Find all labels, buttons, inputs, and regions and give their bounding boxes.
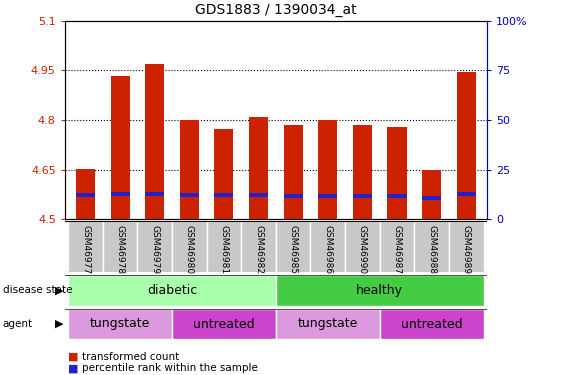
Bar <box>76 169 95 219</box>
Text: percentile rank within the sample: percentile rank within the sample <box>82 363 257 373</box>
Bar <box>318 120 337 219</box>
Bar <box>207 221 242 272</box>
Bar <box>353 124 372 219</box>
Bar <box>145 192 164 195</box>
Text: tungstate: tungstate <box>90 318 150 330</box>
Bar <box>110 192 129 195</box>
Bar <box>137 221 172 272</box>
Bar <box>457 72 476 219</box>
Text: GSM46982: GSM46982 <box>254 225 263 274</box>
Text: GSM46990: GSM46990 <box>358 225 367 274</box>
Text: agent: agent <box>3 319 33 329</box>
Text: ▶: ▶ <box>55 319 64 329</box>
Bar <box>172 221 207 272</box>
Bar <box>145 64 164 219</box>
Bar <box>387 194 406 198</box>
Text: healthy: healthy <box>356 284 403 297</box>
Bar <box>422 170 441 219</box>
Bar <box>318 194 337 198</box>
Bar <box>422 195 441 200</box>
Title: GDS1883 / 1390034_at: GDS1883 / 1390034_at <box>195 3 357 17</box>
Bar <box>457 192 476 195</box>
Text: GSM46977: GSM46977 <box>81 225 90 274</box>
Bar <box>68 309 172 339</box>
Bar <box>103 221 137 272</box>
Bar <box>276 309 379 339</box>
Text: untreated: untreated <box>193 318 255 330</box>
Text: GSM46980: GSM46980 <box>185 225 194 274</box>
Bar <box>172 309 276 339</box>
Bar <box>414 221 449 272</box>
Bar <box>284 194 303 198</box>
Text: GSM46988: GSM46988 <box>427 225 436 274</box>
Text: GSM46981: GSM46981 <box>220 225 229 274</box>
Text: ▶: ▶ <box>55 285 64 295</box>
Text: GSM46989: GSM46989 <box>462 225 471 274</box>
Bar <box>68 221 103 272</box>
Bar <box>110 76 129 219</box>
Bar <box>276 275 484 306</box>
Bar <box>215 129 234 219</box>
Text: GSM46986: GSM46986 <box>323 225 332 274</box>
Bar <box>249 117 268 219</box>
Bar <box>242 221 276 272</box>
Text: ■: ■ <box>68 363 78 373</box>
Bar <box>310 221 345 272</box>
Bar <box>449 221 484 272</box>
Bar <box>379 221 414 272</box>
Text: GSM46979: GSM46979 <box>150 225 159 274</box>
Bar <box>379 309 484 339</box>
Bar <box>68 275 276 306</box>
Text: disease state: disease state <box>3 285 72 295</box>
Bar <box>180 120 199 219</box>
Text: GSM46978: GSM46978 <box>115 225 124 274</box>
Text: untreated: untreated <box>401 318 462 330</box>
Bar <box>76 193 95 197</box>
Bar <box>345 221 379 272</box>
Bar <box>249 193 268 197</box>
Text: ■: ■ <box>68 352 78 362</box>
Text: GSM46987: GSM46987 <box>392 225 401 274</box>
Text: diabetic: diabetic <box>147 284 197 297</box>
Bar <box>215 193 234 197</box>
Bar <box>387 127 406 219</box>
Text: tungstate: tungstate <box>298 318 358 330</box>
Bar <box>353 194 372 198</box>
Bar <box>284 125 303 219</box>
Bar <box>276 221 310 272</box>
Text: GSM46985: GSM46985 <box>289 225 298 274</box>
Bar <box>180 193 199 197</box>
Text: transformed count: transformed count <box>82 352 179 362</box>
